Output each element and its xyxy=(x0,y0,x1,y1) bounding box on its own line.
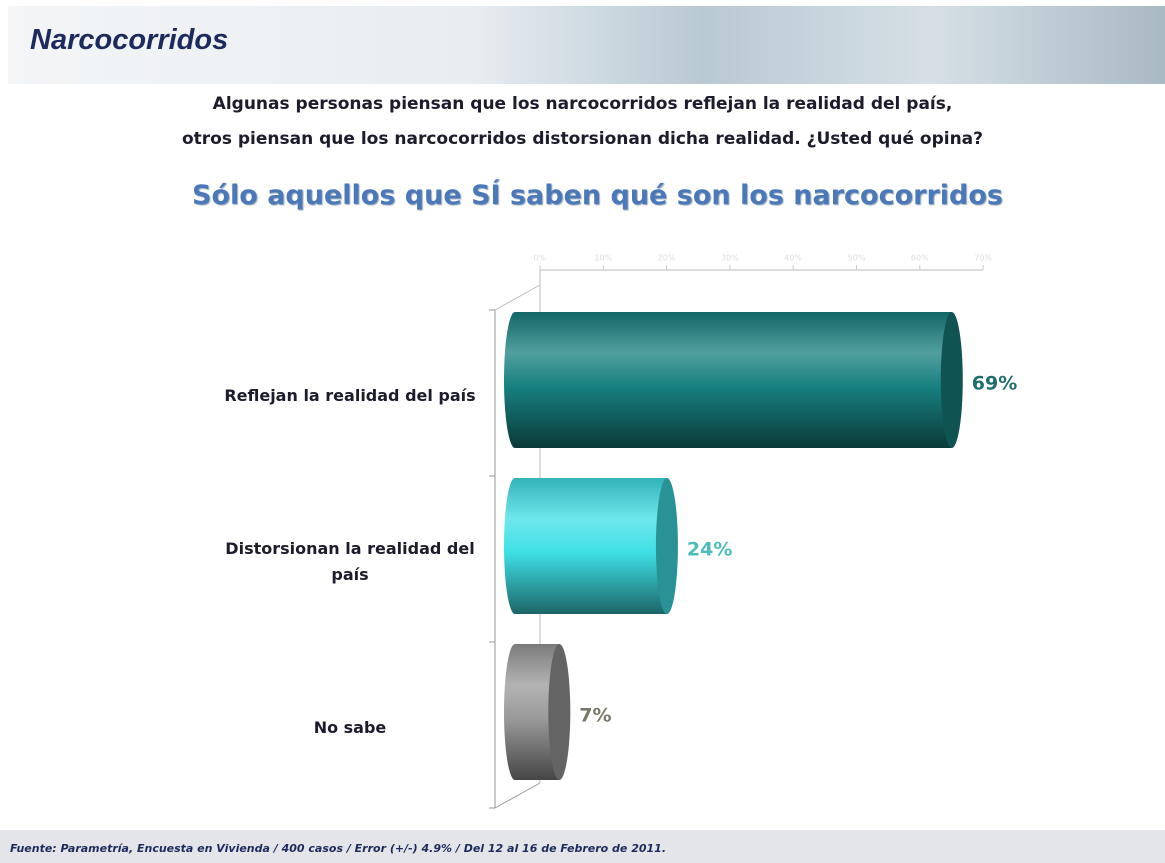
category-label: Distorsionan la realidad del país xyxy=(215,536,485,588)
bar-end-cap xyxy=(548,644,570,780)
bar-start-cap xyxy=(504,478,526,614)
x-tick-label: 50% xyxy=(848,254,866,263)
axis-line xyxy=(495,285,540,310)
chart: 0% 10% 20% 30% 40% 50% 60% 70% 69% 24% 7% xyxy=(0,0,1165,830)
x-tick-label: 20% xyxy=(658,254,676,263)
value-label: 7% xyxy=(579,705,611,727)
x-tick-label: 30% xyxy=(721,254,739,263)
value-label: 69% xyxy=(972,373,1017,395)
axis-line xyxy=(495,783,540,808)
value-label: 24% xyxy=(687,539,732,561)
bar-end-cap xyxy=(941,312,963,448)
x-tick-label: 40% xyxy=(784,254,802,263)
bar xyxy=(515,478,667,614)
x-tick-label: 0% xyxy=(534,254,547,263)
bar-start-cap xyxy=(504,644,526,780)
page: {"header": {"title": "Narcocorridos"}, "… xyxy=(0,0,1165,863)
x-tick-label: 60% xyxy=(911,254,929,263)
source-note: Fuente: Parametría, Encuesta en Vivienda… xyxy=(10,842,666,855)
bar-end-cap xyxy=(656,478,678,614)
x-tick-label: 70% xyxy=(974,254,992,263)
bar-start-cap xyxy=(504,312,526,448)
category-label: No sabe xyxy=(215,715,485,741)
bar xyxy=(515,312,952,448)
category-label: Reflejan la realidad del país xyxy=(215,383,485,409)
x-tick-label: 10% xyxy=(594,254,612,263)
